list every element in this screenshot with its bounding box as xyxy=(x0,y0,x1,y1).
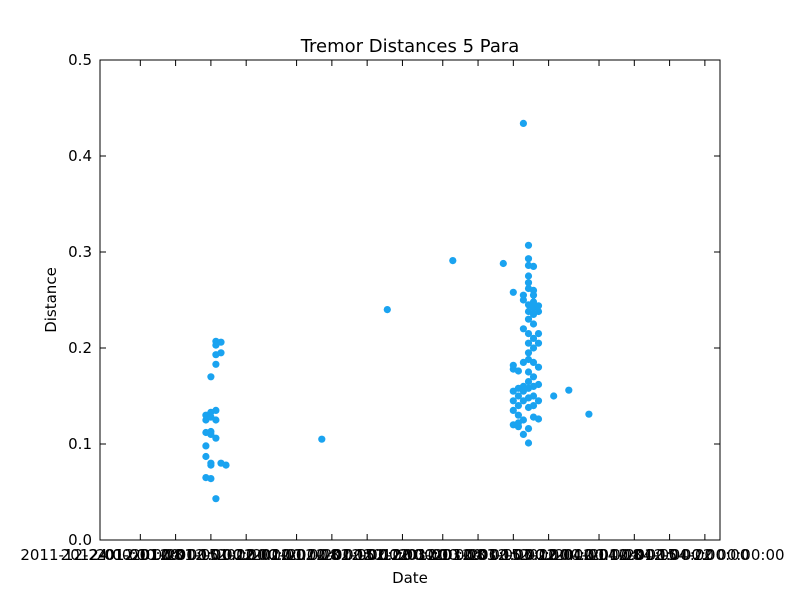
y-tick-label: 0.4 xyxy=(68,147,92,165)
data-point xyxy=(529,298,538,306)
data-point xyxy=(524,425,533,433)
y-tick-label: 0.3 xyxy=(68,243,92,261)
data-point xyxy=(524,378,533,386)
data-point xyxy=(524,339,533,347)
data-point xyxy=(519,430,528,438)
data-point xyxy=(383,306,391,314)
plot-points xyxy=(202,119,593,503)
x-tick-label: 2012-02-01 00:00:00 xyxy=(217,546,376,564)
x-tick-label: 2012-01-22 00:00:00 xyxy=(167,546,326,564)
data-point xyxy=(207,427,215,436)
data-point xyxy=(217,349,225,357)
data-point xyxy=(524,272,533,280)
data-point xyxy=(509,361,517,369)
chart-title: Tremor Distances 5 Para xyxy=(300,36,520,57)
x-tick-label: 2012-03-01 00:00:00 xyxy=(363,546,522,564)
x-tick-label: 2012-04-08 00:00:00 xyxy=(555,546,714,564)
x-tick-label: 2012-01-15 00:00:00 xyxy=(131,546,290,564)
data-point xyxy=(514,411,523,419)
data-point xyxy=(524,279,533,287)
data-point xyxy=(212,360,220,368)
data-point xyxy=(499,259,507,268)
data-point xyxy=(514,392,523,400)
data-point xyxy=(222,461,230,469)
data-point xyxy=(529,358,538,366)
data-point xyxy=(514,402,523,410)
data-point xyxy=(509,406,517,414)
y-tick-label: 0.5 xyxy=(68,51,92,69)
data-point xyxy=(534,302,543,310)
data-point xyxy=(318,435,326,443)
data-point xyxy=(524,368,533,376)
data-point xyxy=(519,291,528,299)
y-axis-label: Distance xyxy=(42,267,60,333)
x-axis-label: Date xyxy=(392,569,428,587)
data-point xyxy=(524,349,533,357)
x-tick-label: 2012-01-01 00:00:00 xyxy=(61,546,220,564)
data-point xyxy=(519,119,528,127)
data-point xyxy=(509,288,517,296)
data-point xyxy=(202,442,210,450)
data-point xyxy=(212,495,220,503)
data-point xyxy=(524,330,533,338)
x-tick-label: 2012-01-08 00:00:00 xyxy=(96,546,255,564)
data-point xyxy=(519,416,528,424)
x-tick-label: 2011-12-24 00:00:00 xyxy=(20,546,179,564)
data-point xyxy=(534,307,543,316)
data-point xyxy=(534,397,543,405)
data-point xyxy=(217,338,225,346)
data-point xyxy=(534,380,543,389)
data-point xyxy=(202,452,210,461)
y-axis: 0.0 0.1 0.2 0.3 0.4 0.5 xyxy=(68,51,720,549)
x-tick-label: 2012-02-15 00:00:00 xyxy=(287,546,446,564)
x-tick-label: 2012-03-22 00:00:00 xyxy=(469,546,628,564)
data-point xyxy=(207,373,215,381)
data-point xyxy=(449,257,457,265)
data-point xyxy=(534,339,543,347)
y-tick-label: 0.2 xyxy=(68,339,92,357)
data-point xyxy=(509,397,517,405)
x-tick-label: 2012-04-22 00:00:00 xyxy=(625,546,784,564)
data-point xyxy=(529,402,538,410)
data-point xyxy=(550,392,558,400)
data-point xyxy=(529,392,538,400)
data-point xyxy=(519,325,528,333)
data-point xyxy=(524,241,533,249)
data-point xyxy=(207,475,215,483)
x-tick-label: 2012-03-15 00:00:00 xyxy=(434,546,593,564)
data-point xyxy=(529,344,538,352)
data-point xyxy=(534,330,543,338)
data-point xyxy=(212,416,220,424)
y-tick-label: 0.0 xyxy=(68,531,92,549)
data-point xyxy=(524,315,533,323)
data-point xyxy=(585,410,593,418)
data-point xyxy=(524,255,533,263)
x-tick-label: 2012-04-15 00:00:00 xyxy=(590,546,749,564)
y-tick-label: 0.1 xyxy=(68,435,92,453)
data-point xyxy=(565,386,573,394)
x-tick-label: 2012-02-22 00:00:00 xyxy=(323,546,482,564)
x-tick-label: 2012-04-01 00:00:00 xyxy=(519,546,678,564)
data-point xyxy=(529,334,538,342)
data-point xyxy=(524,439,533,447)
x-tick-label: 2012-02-08 00:00:00 xyxy=(252,546,411,564)
data-point xyxy=(212,434,220,442)
data-point xyxy=(212,406,220,414)
plot-frame xyxy=(99,59,721,541)
data-point xyxy=(529,262,538,270)
data-point xyxy=(529,291,538,299)
data-point xyxy=(514,367,523,375)
x-tick-label: 2012-03-08 00:00:00 xyxy=(398,546,557,564)
data-point xyxy=(529,320,538,328)
data-point xyxy=(529,373,538,381)
data-point xyxy=(207,459,215,467)
data-point xyxy=(534,415,543,423)
data-point xyxy=(534,363,543,371)
